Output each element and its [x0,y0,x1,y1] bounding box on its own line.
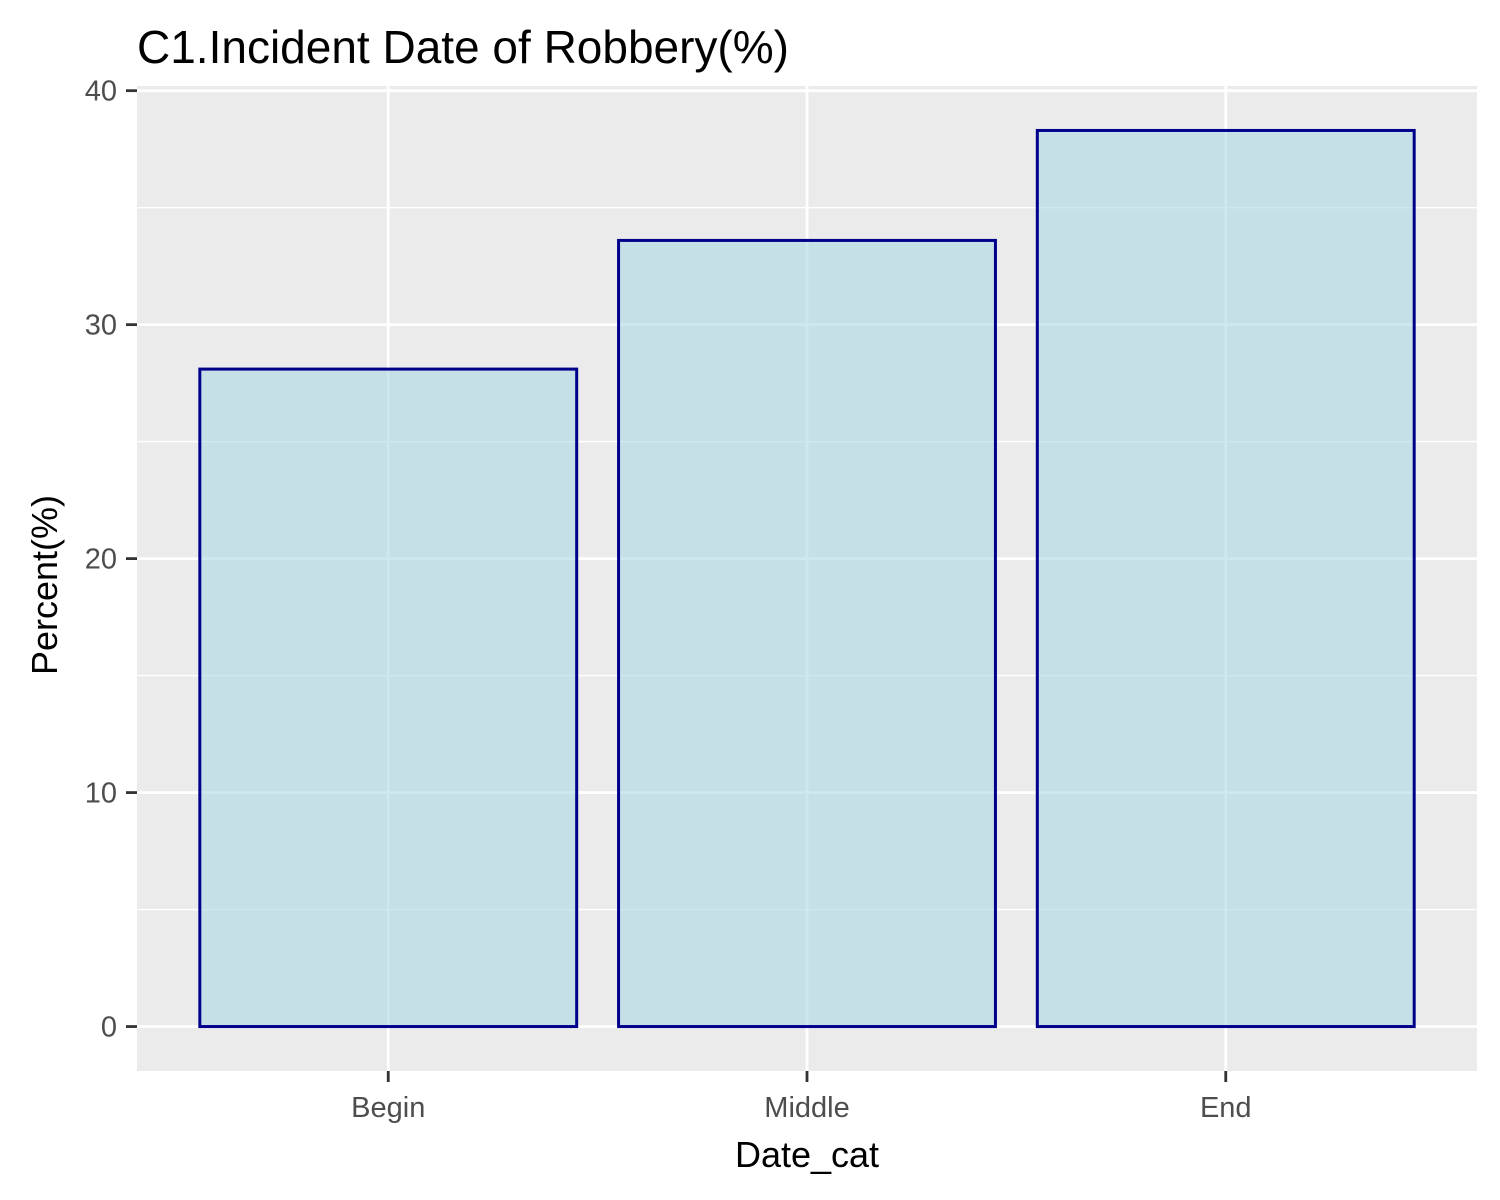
y-tick-label: 40 [85,76,117,108]
bar-begin [198,367,579,1029]
bar-end [1035,128,1416,1029]
y-tick-label: 30 [85,310,117,342]
y-tick-label: 10 [85,778,117,810]
y-tick-label: 20 [85,544,117,576]
x-tick-label: Middle [764,1092,849,1124]
x-tick-label: End [1200,1092,1252,1124]
x-tick-label: Begin [351,1092,425,1124]
chart-title: C1.Incident Date of Robbery(%) [137,21,789,73]
y-axis-title: Percent(%) [24,495,65,675]
x-axis-title: Date_cat [735,1134,879,1175]
bar-middle [617,238,997,1029]
x-axis: Begin Middle End [351,1071,1252,1124]
y-tick-label: 0 [101,1012,117,1044]
y-axis: 0 10 20 30 40 [85,76,137,1044]
bars [198,128,1416,1029]
